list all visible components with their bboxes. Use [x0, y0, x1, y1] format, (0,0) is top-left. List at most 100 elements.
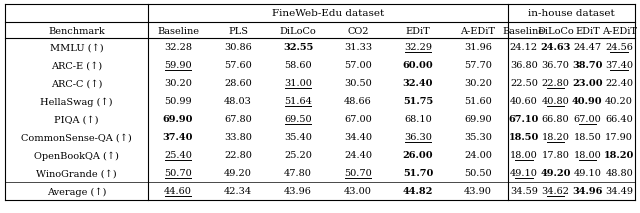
Text: 48.80: 48.80	[605, 170, 633, 178]
Text: 30.86: 30.86	[224, 43, 252, 52]
Text: 50.70: 50.70	[344, 170, 372, 178]
Text: 66.80: 66.80	[542, 115, 570, 125]
Text: 40.90: 40.90	[572, 98, 603, 106]
Text: 30.50: 30.50	[344, 79, 372, 88]
Text: 22.80: 22.80	[224, 151, 252, 161]
Text: 48.66: 48.66	[344, 98, 372, 106]
Text: 31.33: 31.33	[344, 43, 372, 52]
Text: 22.50: 22.50	[510, 79, 538, 88]
Text: 32.28: 32.28	[164, 43, 192, 52]
Text: 50.50: 50.50	[464, 170, 492, 178]
Text: 34.59: 34.59	[510, 187, 538, 197]
Text: 51.60: 51.60	[464, 98, 492, 106]
Text: A-EDiT: A-EDiT	[461, 26, 495, 36]
Text: 58.60: 58.60	[284, 62, 312, 71]
Text: 51.70: 51.70	[403, 170, 433, 178]
Text: 30.20: 30.20	[164, 79, 192, 88]
Text: ARC-E (↑): ARC-E (↑)	[51, 62, 102, 71]
Text: 67.00: 67.00	[573, 115, 601, 125]
Text: 32.40: 32.40	[403, 79, 433, 88]
Text: 18.20: 18.20	[541, 134, 570, 142]
Text: 44.60: 44.60	[164, 187, 192, 197]
Text: 24.47: 24.47	[573, 43, 602, 52]
Text: 37.40: 37.40	[163, 134, 193, 142]
Text: 50.99: 50.99	[164, 98, 192, 106]
Text: 49.20: 49.20	[224, 170, 252, 178]
Text: 31.00: 31.00	[284, 79, 312, 88]
Text: 24.00: 24.00	[464, 151, 492, 161]
Text: PLS: PLS	[228, 26, 248, 36]
Text: MMLU (↑): MMLU (↑)	[50, 43, 103, 52]
Text: 17.90: 17.90	[605, 134, 633, 142]
Text: 38.70: 38.70	[572, 62, 603, 71]
Text: 35.40: 35.40	[284, 134, 312, 142]
Text: Baseline: Baseline	[503, 26, 545, 36]
Text: EDiT: EDiT	[575, 26, 600, 36]
Text: 36.30: 36.30	[404, 134, 432, 142]
Text: 22.80: 22.80	[541, 79, 570, 88]
Text: DiLoCo: DiLoCo	[280, 26, 316, 36]
Text: CommonSense-QA (↑): CommonSense-QA (↑)	[21, 134, 132, 142]
Text: WinoGrande (↑): WinoGrande (↑)	[36, 170, 117, 178]
Text: 44.82: 44.82	[403, 187, 433, 197]
Text: 60.00: 60.00	[403, 62, 433, 71]
Text: Average (↑): Average (↑)	[47, 187, 106, 197]
Text: 43.96: 43.96	[284, 187, 312, 197]
Text: 48.03: 48.03	[224, 98, 252, 106]
Text: EDiT: EDiT	[406, 26, 430, 36]
Text: 49.20: 49.20	[540, 170, 571, 178]
Text: 40.80: 40.80	[541, 98, 570, 106]
Text: 51.75: 51.75	[403, 98, 433, 106]
Text: 69.90: 69.90	[163, 115, 193, 125]
Text: 32.29: 32.29	[404, 43, 432, 52]
Text: 31.96: 31.96	[464, 43, 492, 52]
Text: 57.70: 57.70	[464, 62, 492, 71]
Text: Baseline: Baseline	[157, 26, 199, 36]
Text: 57.60: 57.60	[224, 62, 252, 71]
Text: Benchmark: Benchmark	[48, 26, 105, 36]
Text: 43.90: 43.90	[464, 187, 492, 197]
Text: 17.80: 17.80	[541, 151, 570, 161]
Text: A-EDiT: A-EDiT	[602, 26, 637, 36]
Text: 24.40: 24.40	[344, 151, 372, 161]
Text: 23.00: 23.00	[572, 79, 603, 88]
Text: 34.96: 34.96	[572, 187, 603, 197]
Text: HellaSwag (↑): HellaSwag (↑)	[40, 97, 113, 107]
Text: 47.80: 47.80	[284, 170, 312, 178]
Text: DiLoCo: DiLoCo	[537, 26, 574, 36]
Text: 22.40: 22.40	[605, 79, 633, 88]
Text: 24.56: 24.56	[605, 43, 633, 52]
Text: FineWeb-Edu dataset: FineWeb-Edu dataset	[272, 10, 384, 19]
Text: 36.70: 36.70	[541, 62, 570, 71]
Text: OpenBookQA (↑): OpenBookQA (↑)	[34, 151, 119, 161]
Text: 43.00: 43.00	[344, 187, 372, 197]
Text: 30.20: 30.20	[464, 79, 492, 88]
Text: 67.80: 67.80	[224, 115, 252, 125]
Text: 67.10: 67.10	[509, 115, 539, 125]
Text: 18.20: 18.20	[604, 151, 634, 161]
Text: in-house dataset: in-house dataset	[528, 10, 615, 19]
Text: 35.30: 35.30	[464, 134, 492, 142]
Text: 59.90: 59.90	[164, 62, 192, 71]
Text: 25.20: 25.20	[284, 151, 312, 161]
Text: 69.90: 69.90	[464, 115, 492, 125]
Text: 24.12: 24.12	[510, 43, 538, 52]
Text: 37.40: 37.40	[605, 62, 633, 71]
Text: 67.00: 67.00	[344, 115, 372, 125]
Text: 40.20: 40.20	[605, 98, 633, 106]
Text: 18.00: 18.00	[510, 151, 538, 161]
Text: 57.00: 57.00	[344, 62, 372, 71]
Text: 18.50: 18.50	[573, 134, 601, 142]
Text: PIQA (↑): PIQA (↑)	[54, 115, 99, 125]
Text: 49.10: 49.10	[573, 170, 602, 178]
Text: CO2: CO2	[348, 26, 369, 36]
Text: 40.60: 40.60	[510, 98, 538, 106]
Text: 49.10: 49.10	[510, 170, 538, 178]
Text: 26.00: 26.00	[403, 151, 433, 161]
Text: 25.40: 25.40	[164, 151, 192, 161]
Text: 24.63: 24.63	[540, 43, 571, 52]
Text: 18.50: 18.50	[509, 134, 539, 142]
Text: 50.70: 50.70	[164, 170, 192, 178]
Text: 33.80: 33.80	[224, 134, 252, 142]
Text: 34.62: 34.62	[541, 187, 570, 197]
